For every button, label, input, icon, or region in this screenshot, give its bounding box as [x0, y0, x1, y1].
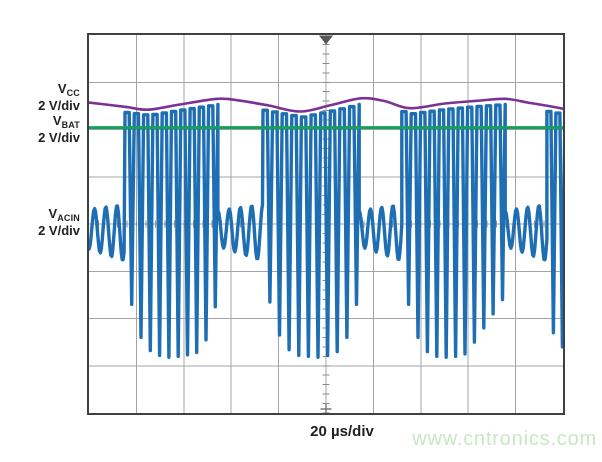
vbat-name: VBAT — [52, 113, 80, 130]
vacin-trace — [89, 102, 563, 359]
vcc-scale: 2 V/div — [38, 98, 80, 113]
timebase-label: 20 µs/div — [310, 423, 374, 440]
vacin-scale: 2 V/div — [38, 223, 80, 238]
watermark-text: www.cntronics.com — [412, 428, 597, 450]
oscilloscope-plot — [89, 35, 563, 413]
vbat-scale: 2 V/div — [38, 130, 80, 145]
vcc-trace-label: VCC 2 V/div — [38, 81, 80, 113]
vbat-trace-label: VBAT 2 V/div — [38, 113, 80, 145]
vacin-trace-label: VACIN 2 V/div — [38, 206, 80, 238]
vcc-trace — [89, 96, 563, 113]
vcc-name: VCC — [57, 81, 80, 98]
vacin-name: VACIN — [48, 206, 80, 223]
trigger-marker-icon — [319, 35, 333, 45]
bottom-center-plus-icon — [320, 403, 332, 413]
oscilloscope-graticule — [87, 33, 565, 415]
